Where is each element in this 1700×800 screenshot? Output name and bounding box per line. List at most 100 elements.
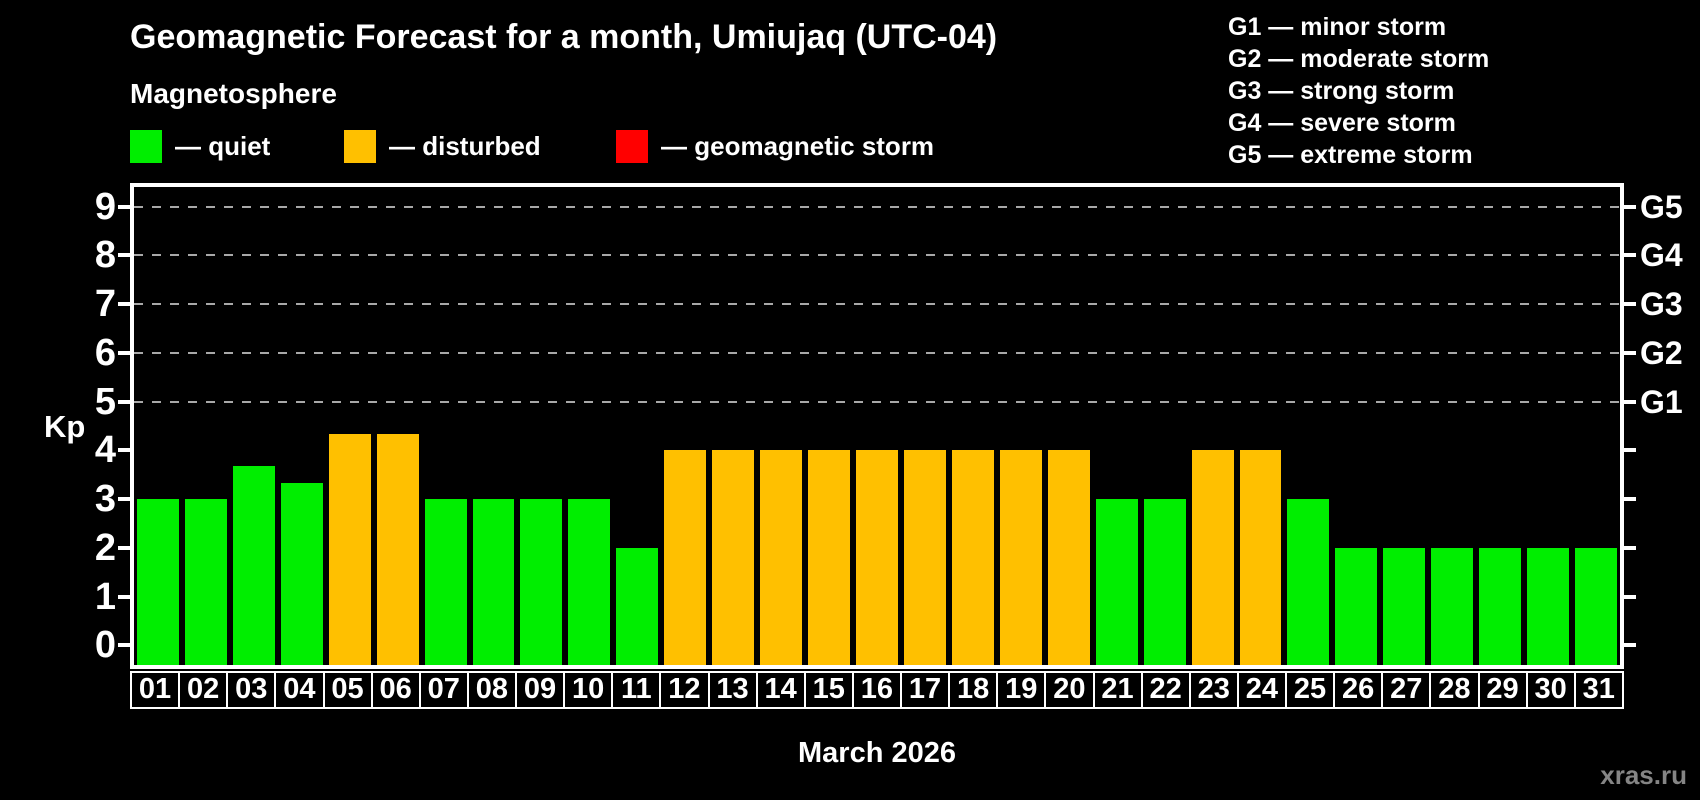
storm-scale-legend: G1 — minor storm G2 — moderate storm G3 — … bbox=[1228, 11, 1489, 171]
kp-bar-day-05 bbox=[328, 434, 371, 665]
day-label: 22 bbox=[1140, 671, 1191, 709]
kp-bar-day-01 bbox=[137, 499, 179, 665]
page-title: Geomagnetic Forecast for a month, Umiuja… bbox=[130, 18, 998, 56]
day-label: 01 bbox=[130, 671, 181, 709]
day-label: 21 bbox=[1092, 671, 1143, 709]
kp-bar-day-23 bbox=[1191, 450, 1234, 665]
kp-gridline bbox=[134, 254, 1620, 257]
kp-bar-day-24 bbox=[1239, 450, 1282, 665]
storm-legend-swatch bbox=[616, 129, 648, 163]
disturbed-legend-swatch bbox=[344, 129, 376, 163]
day-label: 19 bbox=[996, 671, 1047, 709]
y-axis-tick-label: 7 bbox=[94, 283, 116, 326]
kp-bar-day-22 bbox=[1143, 499, 1186, 665]
g-scale-label: G2 bbox=[1640, 334, 1683, 371]
day-label: 12 bbox=[659, 671, 710, 709]
day-label: 25 bbox=[1285, 671, 1336, 709]
right-axis-tick bbox=[1624, 448, 1636, 453]
legend-label-storm: — geomagnetic storm bbox=[661, 130, 935, 161]
day-label: 18 bbox=[948, 671, 999, 709]
right-axis-tick bbox=[1624, 204, 1636, 209]
y-axis-tick-label: 5 bbox=[94, 380, 116, 423]
y-axis-tick bbox=[118, 204, 130, 209]
day-label: 29 bbox=[1477, 671, 1528, 709]
g-scale-label: G4 bbox=[1640, 237, 1683, 274]
kp-bar-day-19 bbox=[999, 450, 1042, 665]
plot-area: 0 1 2 3 4 5 6 7 8 9 G1 G2 G3 G4 G5 bbox=[95, 183, 1683, 669]
kp-bar-day-25 bbox=[1287, 499, 1330, 665]
kp-bar-day-10 bbox=[568, 499, 611, 665]
kp-bar-day-28 bbox=[1431, 547, 1474, 665]
day-label: 27 bbox=[1381, 671, 1432, 709]
right-axis-tick bbox=[1624, 545, 1636, 550]
y-axis-tick bbox=[118, 594, 130, 599]
kp-bar-day-16 bbox=[856, 450, 898, 665]
kp-bar-day-15 bbox=[808, 450, 851, 665]
day-label: 30 bbox=[1525, 671, 1576, 709]
kp-bar-day-02 bbox=[184, 499, 227, 665]
magnetosphere-legend: — quiet — disturbed — geomagnetic storm bbox=[130, 127, 1080, 165]
y-axis-tick bbox=[118, 399, 130, 404]
kp-gridline bbox=[134, 351, 1620, 354]
storm-scale-item: G1 — minor storm bbox=[1228, 13, 1447, 41]
day-label: 13 bbox=[707, 671, 758, 709]
day-label: 07 bbox=[418, 671, 469, 709]
day-label: 31 bbox=[1573, 671, 1624, 709]
kp-gridline bbox=[134, 303, 1620, 306]
y-axis-tick bbox=[118, 350, 130, 355]
storm-scale-item: G3 — strong storm bbox=[1228, 77, 1455, 105]
y-axis-tick-label: 0 bbox=[94, 624, 116, 667]
kp-bar-day-26 bbox=[1335, 547, 1378, 665]
day-label: 16 bbox=[851, 671, 902, 709]
g-scale-label: G1 bbox=[1640, 383, 1683, 420]
kp-bar-day-20 bbox=[1047, 450, 1090, 665]
day-label: 09 bbox=[515, 671, 566, 709]
kp-bar-day-03 bbox=[232, 466, 275, 665]
y-axis-tick-label: 1 bbox=[94, 575, 116, 618]
storm-scale-item: G4 — severe storm bbox=[1228, 109, 1456, 137]
legend-item-storm: — geomagnetic storm bbox=[616, 127, 934, 165]
day-label: 26 bbox=[1333, 671, 1384, 709]
kp-bar-day-08 bbox=[472, 499, 515, 665]
day-label: 11 bbox=[611, 671, 662, 709]
day-label: 10 bbox=[563, 671, 614, 709]
day-label: 28 bbox=[1429, 671, 1480, 709]
kp-bar-day-04 bbox=[280, 483, 323, 665]
kp-gridline bbox=[134, 205, 1620, 208]
y-axis-tick-label: 3 bbox=[94, 478, 116, 521]
y-axis-tick-label: 9 bbox=[94, 185, 116, 228]
storm-scale-item: G5 — extreme storm bbox=[1228, 141, 1473, 169]
day-label: 03 bbox=[226, 671, 277, 709]
y-axis-tick-label: 4 bbox=[94, 429, 116, 472]
legend-item-disturbed: — disturbed bbox=[344, 127, 541, 165]
day-label: 17 bbox=[900, 671, 951, 709]
y-axis-tick bbox=[118, 302, 130, 307]
y-axis-tick bbox=[118, 448, 130, 453]
y-axis-tick-label: 6 bbox=[94, 331, 116, 374]
kp-bar-day-29 bbox=[1479, 547, 1522, 665]
kp-bar-day-11 bbox=[616, 547, 659, 665]
x-axis-title: March 2026 bbox=[798, 737, 956, 769]
storm-scale-item: G2 — moderate storm bbox=[1228, 45, 1490, 73]
kp-bar-day-18 bbox=[951, 450, 994, 665]
legend-label-disturbed: — disturbed bbox=[389, 130, 541, 161]
y-axis-tick bbox=[118, 643, 130, 648]
kp-gridline bbox=[134, 400, 1620, 403]
day-label: 05 bbox=[322, 671, 373, 709]
day-label: 24 bbox=[1236, 671, 1287, 709]
kp-bar-day-21 bbox=[1095, 499, 1138, 665]
legend-item-quiet: — quiet bbox=[130, 127, 270, 165]
kp-bar-day-17 bbox=[903, 450, 946, 665]
day-label: 20 bbox=[1044, 671, 1095, 709]
g-scale-label: G5 bbox=[1640, 188, 1683, 225]
legend-label-quiet: — quiet bbox=[175, 130, 271, 161]
kp-bar-day-14 bbox=[760, 450, 803, 665]
day-label: 14 bbox=[755, 671, 806, 709]
day-label: 08 bbox=[466, 671, 517, 709]
right-axis-tick bbox=[1624, 350, 1636, 355]
y-axis-tick bbox=[118, 545, 130, 550]
right-axis-tick bbox=[1624, 253, 1636, 258]
kp-bar-day-06 bbox=[376, 434, 419, 665]
day-label: 02 bbox=[178, 671, 229, 709]
